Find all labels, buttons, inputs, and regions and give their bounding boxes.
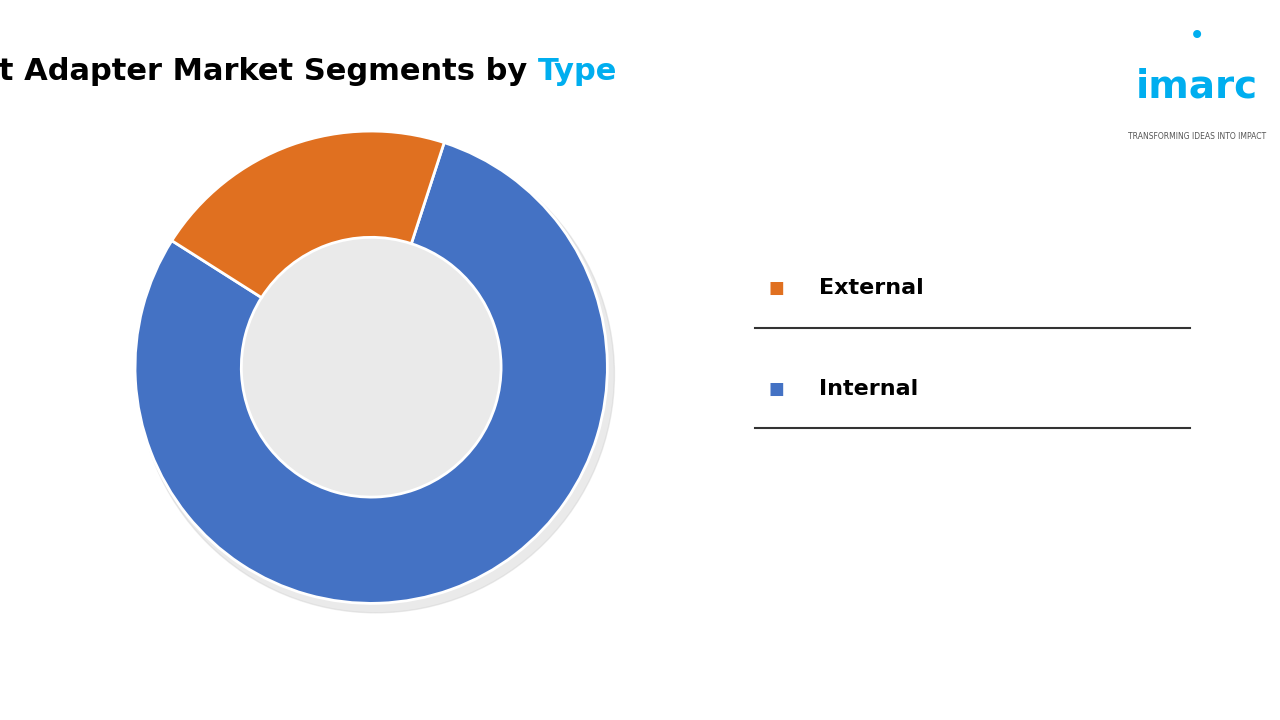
Circle shape — [137, 136, 614, 613]
Text: External: External — [819, 278, 924, 298]
Text: TRANSFORMING IDEAS INTO IMPACT: TRANSFORMING IDEAS INTO IMPACT — [1128, 132, 1266, 141]
Text: ■: ■ — [768, 279, 783, 297]
Text: Internal: Internal — [819, 379, 919, 399]
Text: imarc: imarc — [1135, 68, 1258, 105]
Wedge shape — [136, 143, 607, 603]
Text: Ethernet Adapter Market Segments by: Ethernet Adapter Market Segments by — [0, 58, 538, 86]
Text: •: • — [1189, 22, 1204, 50]
Text: Type: Type — [538, 58, 617, 86]
Wedge shape — [172, 131, 444, 297]
Text: ■: ■ — [768, 380, 783, 397]
